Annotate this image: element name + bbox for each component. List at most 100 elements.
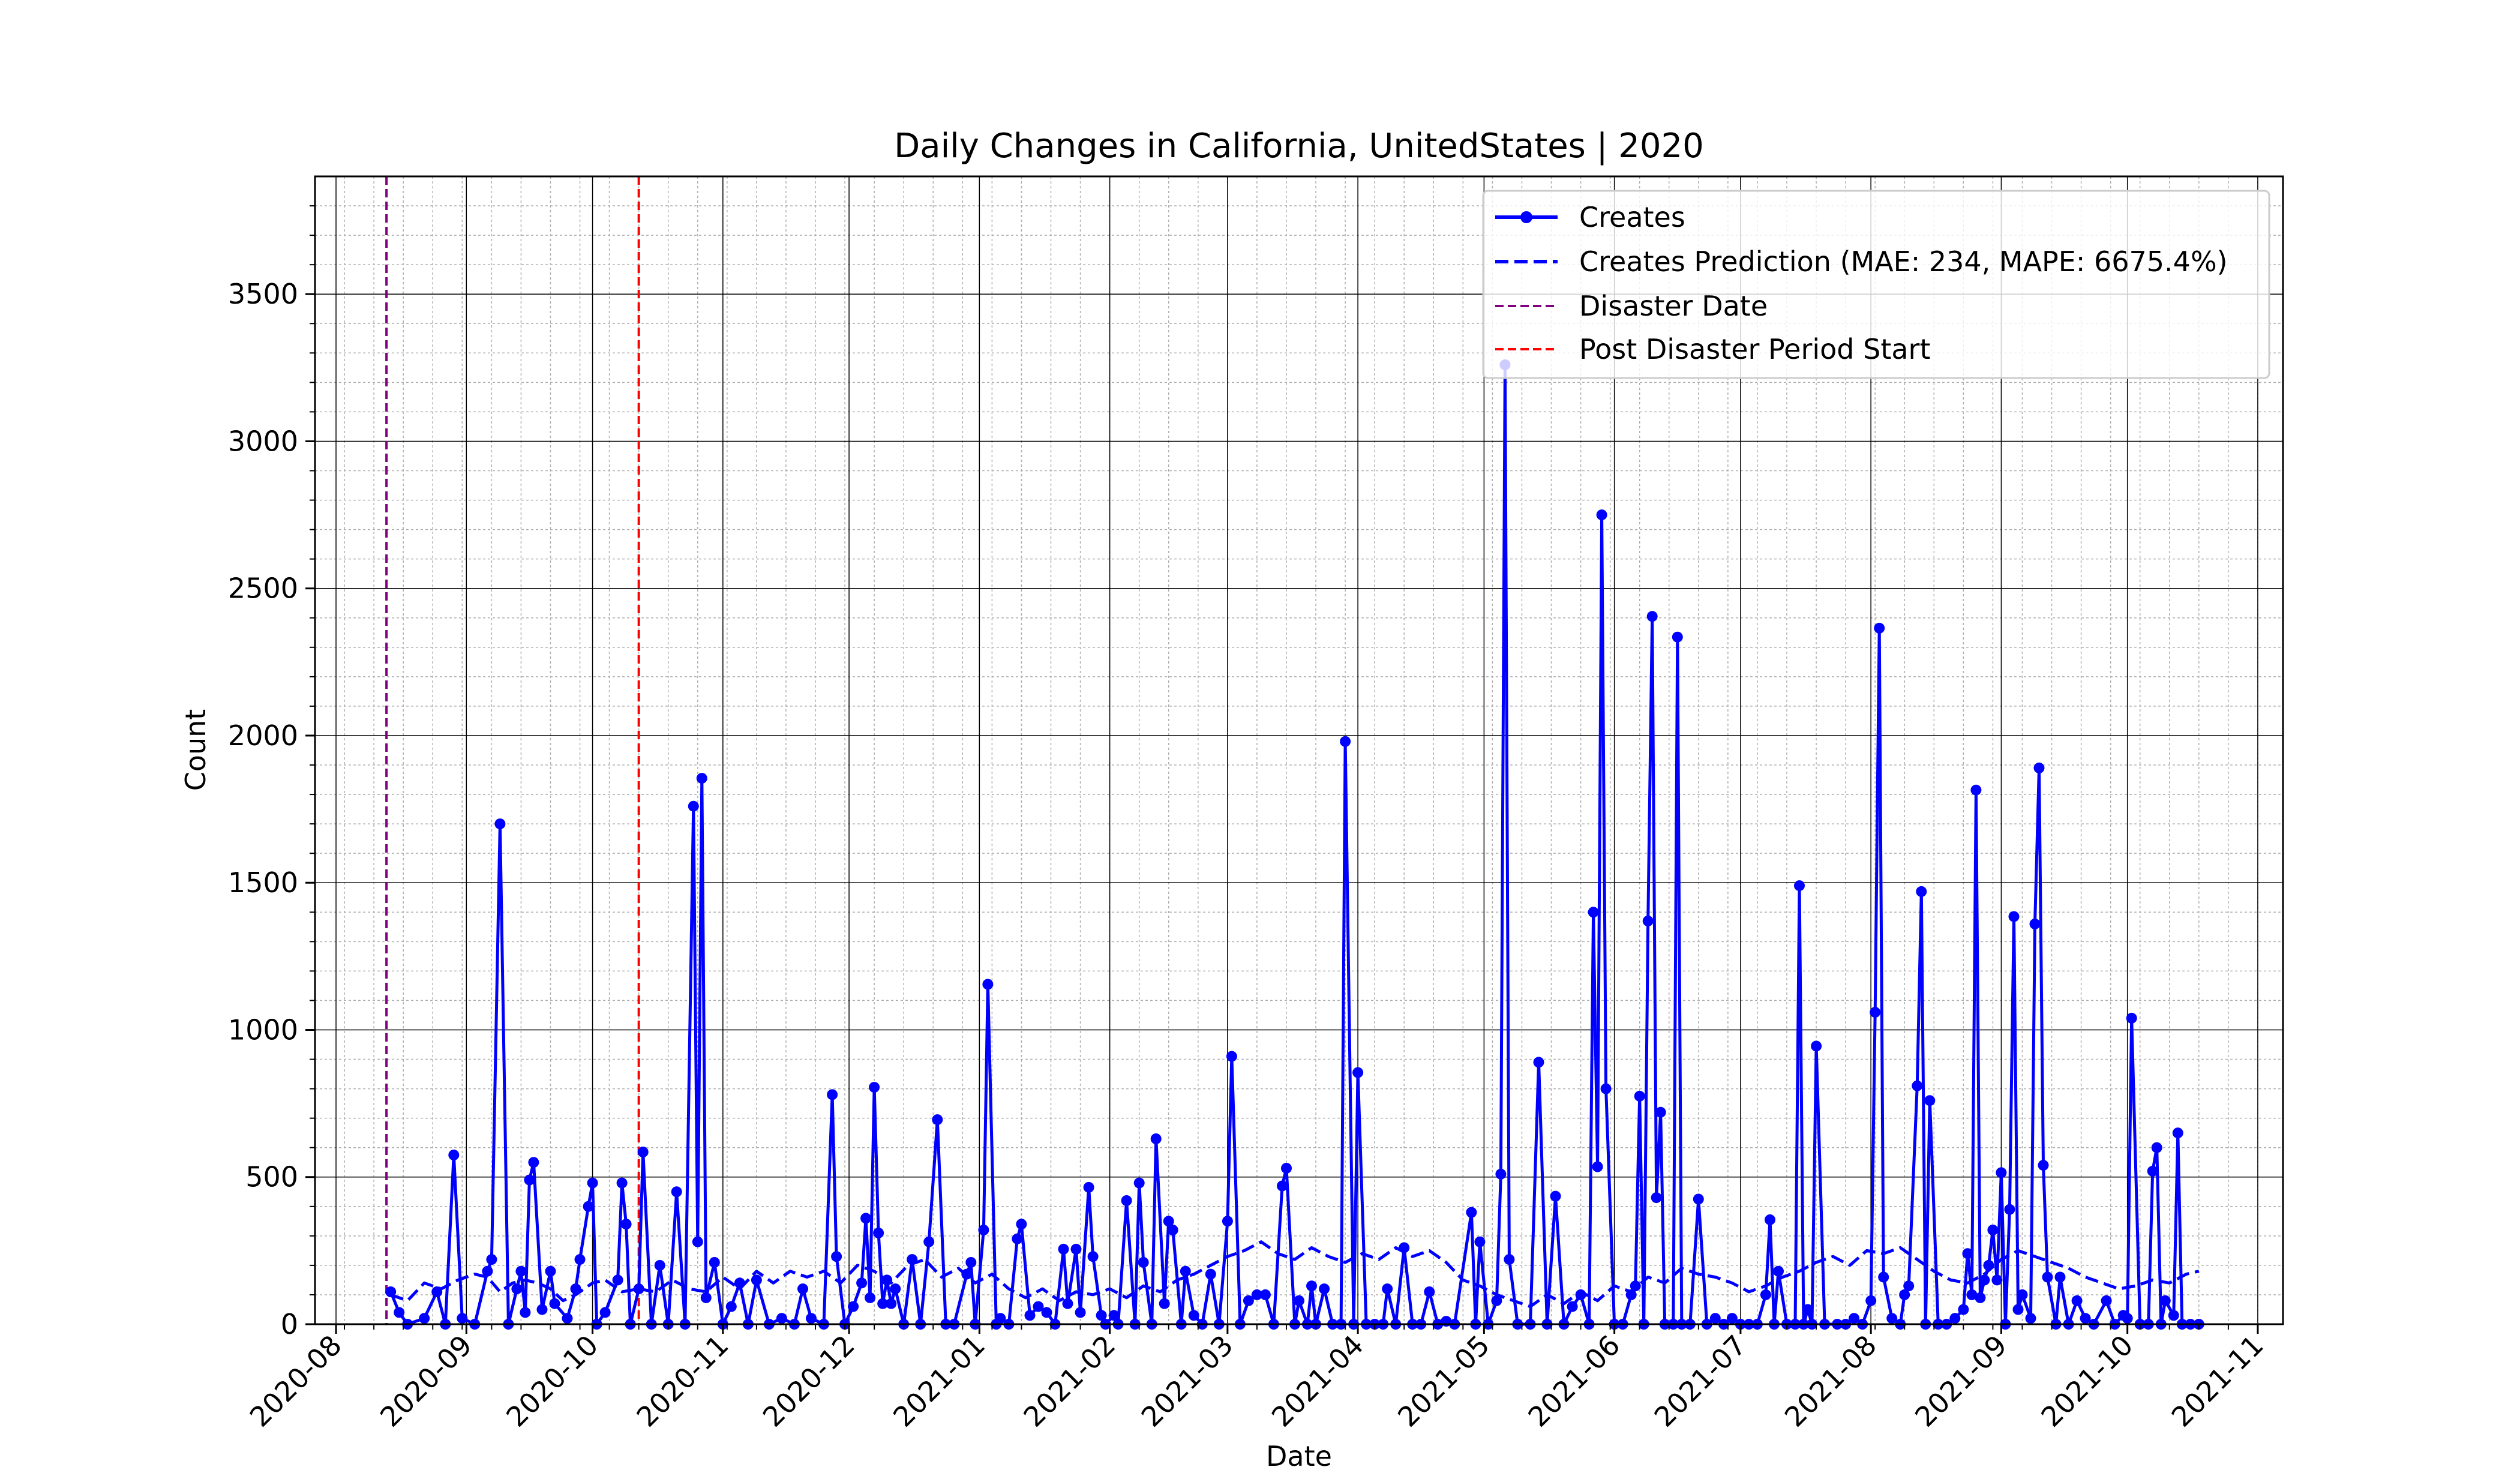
creates-data-point <box>654 1259 665 1271</box>
creates-data-point <box>1588 907 1599 918</box>
plot-frame <box>314 175 2284 1325</box>
creates-data-point <box>2080 1313 2091 1324</box>
creates-data-point <box>394 1307 405 1318</box>
creates-data-point <box>2029 918 2041 929</box>
creates-data-point <box>562 1313 573 1324</box>
creates-data-point <box>1949 1313 1961 1324</box>
creates-data-point <box>1646 611 1658 622</box>
creates-data-point <box>1802 1304 1813 1315</box>
creates-data-point <box>1642 916 1654 926</box>
creates-data-point <box>2042 1271 2053 1283</box>
creates-data-point <box>1306 1280 1317 1292</box>
creates-data-point <box>877 1298 889 1309</box>
chart-title: Daily Changes in California, UnitedState… <box>894 127 1704 166</box>
creates-data-point <box>1550 1190 1561 1202</box>
creates-data-point <box>1041 1307 1052 1318</box>
creates-data-point <box>1987 1225 1999 1235</box>
creates-data-point <box>1600 1083 1612 1094</box>
creates-data-point <box>1399 1242 1410 1253</box>
creates-data-point <box>1874 622 1885 634</box>
creates-data-point <box>1474 1236 1486 1247</box>
lines-layer <box>385 176 640 1324</box>
y-tick-label: 0 <box>281 1308 298 1340</box>
legend-creates-label: Creates <box>1579 201 1685 233</box>
creates-data-point <box>700 1292 712 1303</box>
creates-data-point <box>827 1089 838 1100</box>
creates-data-point <box>637 1147 649 1157</box>
creates-data-point <box>2126 1012 2137 1024</box>
creates-data-point <box>709 1257 720 1268</box>
creates-data-point <box>890 1283 901 1295</box>
creates-data-point <box>583 1201 594 1212</box>
creates-data-point <box>965 1257 977 1268</box>
creates-data-point <box>1899 1289 1910 1300</box>
creates-data-point <box>2017 1289 2028 1300</box>
creates-data-point <box>1849 1313 1860 1324</box>
y-tick-label: 500 <box>245 1161 298 1193</box>
y-tick-label: 2500 <box>228 572 298 605</box>
creates-data-point <box>482 1265 493 1277</box>
creates-data-point <box>978 1225 989 1235</box>
creates-data-point <box>587 1177 598 1189</box>
creates-data-point <box>511 1283 523 1295</box>
creates-data-point <box>1655 1106 1666 1118</box>
creates-data-point <box>1087 1251 1099 1262</box>
creates-data-point <box>528 1157 539 1168</box>
creates-data-point <box>1096 1310 1107 1321</box>
creates-data-point <box>1352 1067 1364 1078</box>
creates-data-point <box>1180 1265 1191 1277</box>
creates-data-point <box>1996 1167 2007 1178</box>
creates-data-point <box>1865 1295 1877 1306</box>
creates-data-point <box>848 1301 859 1312</box>
creates-data-point <box>545 1265 556 1277</box>
creates-data-point <box>692 1236 703 1247</box>
creates-data-point <box>831 1251 842 1262</box>
creates-data-point <box>1575 1289 1586 1300</box>
legend-frame <box>1482 190 2270 379</box>
creates-data-point <box>1294 1295 1304 1306</box>
creates-data-point <box>982 979 994 990</box>
creates-data-point <box>1651 1192 1662 1204</box>
creates-data-point <box>1504 1254 1515 1265</box>
creates-data-point <box>2172 1127 2183 1139</box>
creates-data-point <box>1592 1161 1603 1172</box>
creates-data-point <box>494 818 506 830</box>
creates-data-point <box>616 1177 628 1189</box>
creates-data-point <box>1188 1310 1199 1321</box>
creates-data-point <box>2147 1165 2158 1177</box>
creates-data-point <box>1277 1180 1288 1192</box>
creates-data-point <box>1251 1289 1262 1300</box>
creates-data-point <box>1070 1243 1082 1255</box>
creates-data-point <box>1765 1214 1775 1225</box>
creates-data-point <box>688 800 699 812</box>
creates-data-point <box>486 1254 497 1265</box>
creates-data-point <box>515 1265 527 1277</box>
creates-data-point <box>1991 1274 2003 1286</box>
creates-data-point <box>671 1186 682 1198</box>
creates-data-point <box>1975 1292 1986 1303</box>
creates-data-point <box>1226 1051 1237 1062</box>
creates-data-point <box>448 1150 460 1160</box>
creates-data-point <box>1150 1133 1162 1144</box>
creates-data-point <box>520 1307 531 1318</box>
creates-data-point <box>869 1082 880 1093</box>
creates-data-point <box>1319 1283 1330 1295</box>
grid-layer <box>315 176 2283 1325</box>
legend-post-label: Post Disaster Period Start <box>1579 333 1931 365</box>
creates-data-point <box>524 1174 535 1186</box>
creates-data-point <box>1962 1248 1973 1259</box>
creates-data-point <box>696 773 707 784</box>
creates-data-point <box>2004 1204 2015 1215</box>
legend-creates-marker <box>1520 211 1532 223</box>
creates-data-point <box>633 1283 644 1295</box>
creates-data-point <box>419 1313 430 1324</box>
creates-data-point <box>1760 1289 1771 1300</box>
creates-data-point <box>932 1114 943 1126</box>
creates-data-point <box>1903 1280 1915 1292</box>
creates-data-point <box>865 1292 876 1303</box>
creates-data-point <box>1075 1307 1086 1318</box>
creates-data-point <box>1912 1080 1923 1091</box>
creates-data-point <box>2101 1295 2112 1306</box>
